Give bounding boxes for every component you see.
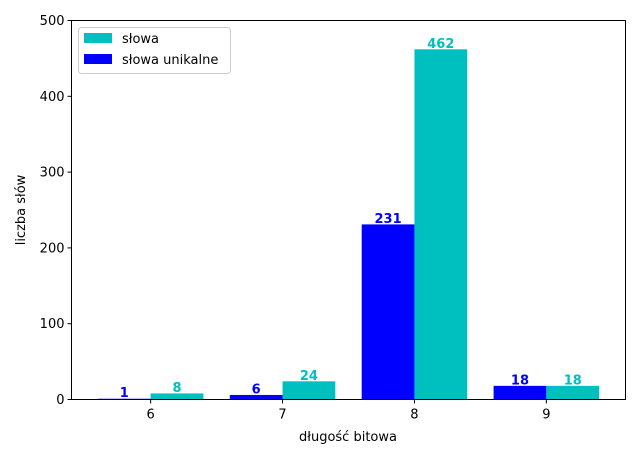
y-tick-label: 100 — [40, 317, 65, 332]
legend-swatch — [84, 54, 112, 64]
x-tick-label: 9 — [542, 408, 550, 423]
data-label: 8 — [172, 381, 181, 396]
legend-label: słowa — [122, 32, 159, 47]
y-tick-label: 200 — [40, 241, 65, 256]
bar-words-8 — [414, 49, 468, 400]
x-axis: 6 7 8 9 — [147, 399, 550, 423]
y-tick-label: 0 — [56, 393, 64, 408]
bar-words-7 — [282, 381, 336, 400]
bars-layer — [97, 49, 600, 400]
y-axis: 0 100 200 300 400 500 — [40, 14, 72, 408]
data-label: 1 — [120, 386, 129, 401]
x-tick-label: 7 — [278, 408, 286, 423]
legend-label: słowa unikalne — [122, 53, 218, 68]
data-label: 24 — [300, 369, 318, 384]
bar-words-9 — [546, 385, 600, 400]
y-axis-label: liczba słów — [14, 174, 29, 245]
data-label: 462 — [427, 37, 454, 52]
data-label: 6 — [252, 382, 261, 397]
y-tick-label: 400 — [40, 90, 65, 105]
data-label: 231 — [374, 212, 401, 227]
data-labels-layer: 1 6 231 18 8 24 462 18 — [120, 37, 582, 401]
y-tick-label: 300 — [40, 166, 65, 181]
plot-frame — [71, 20, 626, 400]
x-axis-label: długość bitowa — [299, 430, 397, 445]
legend-swatch — [84, 33, 112, 43]
x-tick-label: 6 — [147, 408, 155, 423]
y-tick-label: 500 — [40, 14, 65, 29]
bar-words-6 — [150, 393, 204, 400]
legend: słowa słowa unikalne — [78, 27, 231, 74]
bar-unique-words-9 — [493, 385, 547, 400]
bar-unique-words-8 — [361, 224, 415, 400]
bar-unique-words-7 — [229, 394, 283, 400]
x-tick-label: 8 — [410, 408, 418, 423]
data-label: 18 — [564, 373, 582, 388]
legend-box — [78, 27, 231, 74]
data-label: 18 — [511, 373, 529, 388]
